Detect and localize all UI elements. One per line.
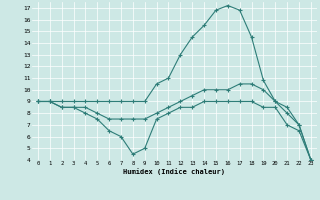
X-axis label: Humidex (Indice chaleur): Humidex (Indice chaleur): [124, 168, 225, 175]
